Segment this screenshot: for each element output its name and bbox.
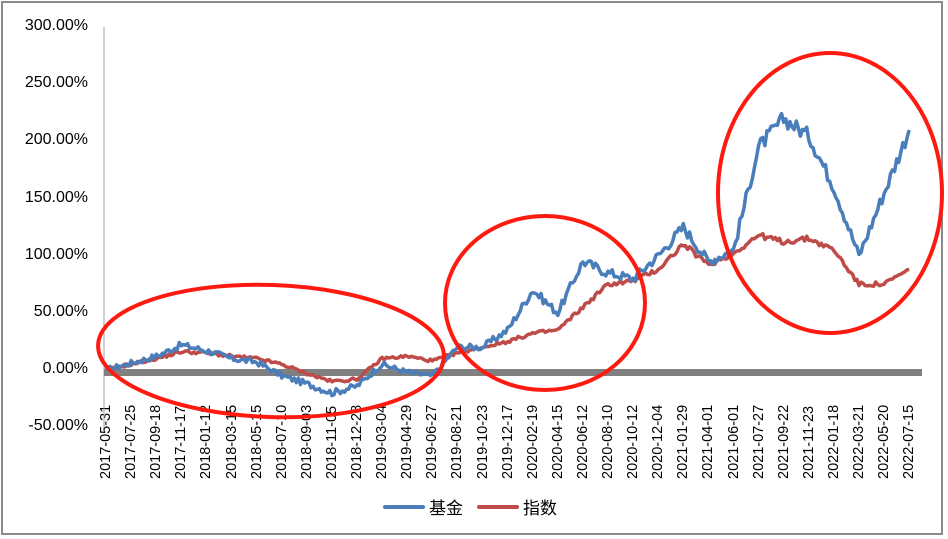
- annotation-layer: [96, 51, 944, 420]
- y-tick-label: 200.00%: [24, 131, 88, 149]
- annotation-ellipse-middle: [443, 214, 647, 392]
- annotation-ellipse-right: [716, 51, 944, 335]
- legend-item-index: 指数: [477, 494, 557, 519]
- y-tick-label: 300.00%: [24, 17, 88, 35]
- y-tick-label: 50.00%: [33, 302, 88, 320]
- y-tick-label: -50.00%: [28, 417, 88, 435]
- zero-axis-band: [104, 369, 922, 376]
- legend-label-index: 指数: [523, 499, 557, 519]
- y-tick-label: 100.00%: [24, 245, 88, 263]
- y-tick-label: 150.00%: [24, 188, 88, 206]
- annotation-ellipse-left: [96, 282, 446, 420]
- y-tick-label: 0.00%: [42, 360, 88, 377]
- legend-item-fund: 基金: [383, 494, 463, 519]
- chart-legend: 基金 指数: [383, 494, 557, 519]
- index-series-line: [105, 231, 910, 384]
- fund-series-line: [104, 111, 911, 398]
- series-layer: [104, 111, 911, 398]
- index-line-swatch-icon: [477, 504, 519, 509]
- legend-label-fund: 基金: [429, 499, 463, 519]
- y-tick-label: 250.00%: [24, 74, 88, 92]
- fund-line-swatch-icon: [383, 504, 425, 509]
